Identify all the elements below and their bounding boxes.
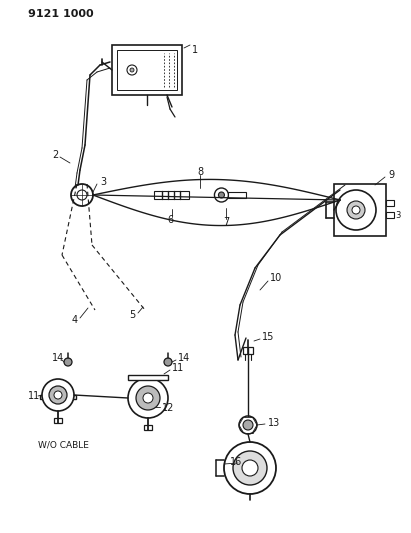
Text: 14: 14 (52, 353, 64, 363)
Bar (128, 375, 168, 380)
Text: 1: 1 (192, 45, 198, 55)
Text: 16: 16 (230, 457, 242, 467)
Text: 6: 6 (167, 215, 173, 225)
Circle shape (243, 420, 253, 430)
Text: 14: 14 (178, 353, 190, 363)
Text: 9: 9 (388, 170, 394, 180)
Text: 3: 3 (395, 211, 400, 220)
Text: 10: 10 (270, 273, 282, 283)
Bar (40, 395, 76, 399)
Text: 7: 7 (223, 217, 230, 227)
Circle shape (77, 190, 87, 200)
Circle shape (218, 192, 224, 198)
Circle shape (49, 386, 67, 404)
Bar (112, 45, 182, 95)
Circle shape (239, 416, 257, 434)
Circle shape (127, 65, 137, 75)
Bar (54, 418, 62, 423)
Circle shape (64, 358, 72, 366)
Circle shape (224, 442, 276, 494)
Bar (386, 200, 394, 206)
Text: 3: 3 (100, 177, 106, 187)
Circle shape (242, 460, 258, 476)
Bar (334, 184, 386, 236)
Circle shape (336, 190, 376, 230)
Bar (154, 191, 189, 199)
Circle shape (71, 184, 93, 206)
Text: 8: 8 (197, 167, 203, 177)
Bar (117, 50, 177, 90)
Circle shape (128, 378, 168, 418)
Text: 11: 11 (172, 363, 184, 373)
Circle shape (164, 358, 172, 366)
Bar (386, 212, 394, 218)
Circle shape (347, 201, 365, 219)
Circle shape (136, 386, 160, 410)
Text: 5: 5 (129, 310, 135, 320)
Circle shape (42, 379, 74, 411)
Bar (144, 425, 152, 430)
Bar (229, 192, 247, 198)
Text: 11: 11 (28, 391, 40, 401)
Circle shape (352, 206, 360, 214)
Bar (243, 347, 253, 354)
Text: 15: 15 (262, 332, 275, 342)
Text: 9121 1000: 9121 1000 (28, 9, 94, 19)
Circle shape (130, 68, 134, 72)
Circle shape (143, 393, 153, 403)
Text: 12: 12 (162, 403, 174, 413)
Circle shape (233, 451, 267, 485)
Text: W/O CABLE: W/O CABLE (38, 440, 89, 449)
Text: 4: 4 (72, 315, 78, 325)
Circle shape (215, 188, 229, 202)
Text: 13: 13 (268, 418, 280, 428)
Text: 2: 2 (52, 150, 58, 160)
Circle shape (54, 391, 62, 399)
